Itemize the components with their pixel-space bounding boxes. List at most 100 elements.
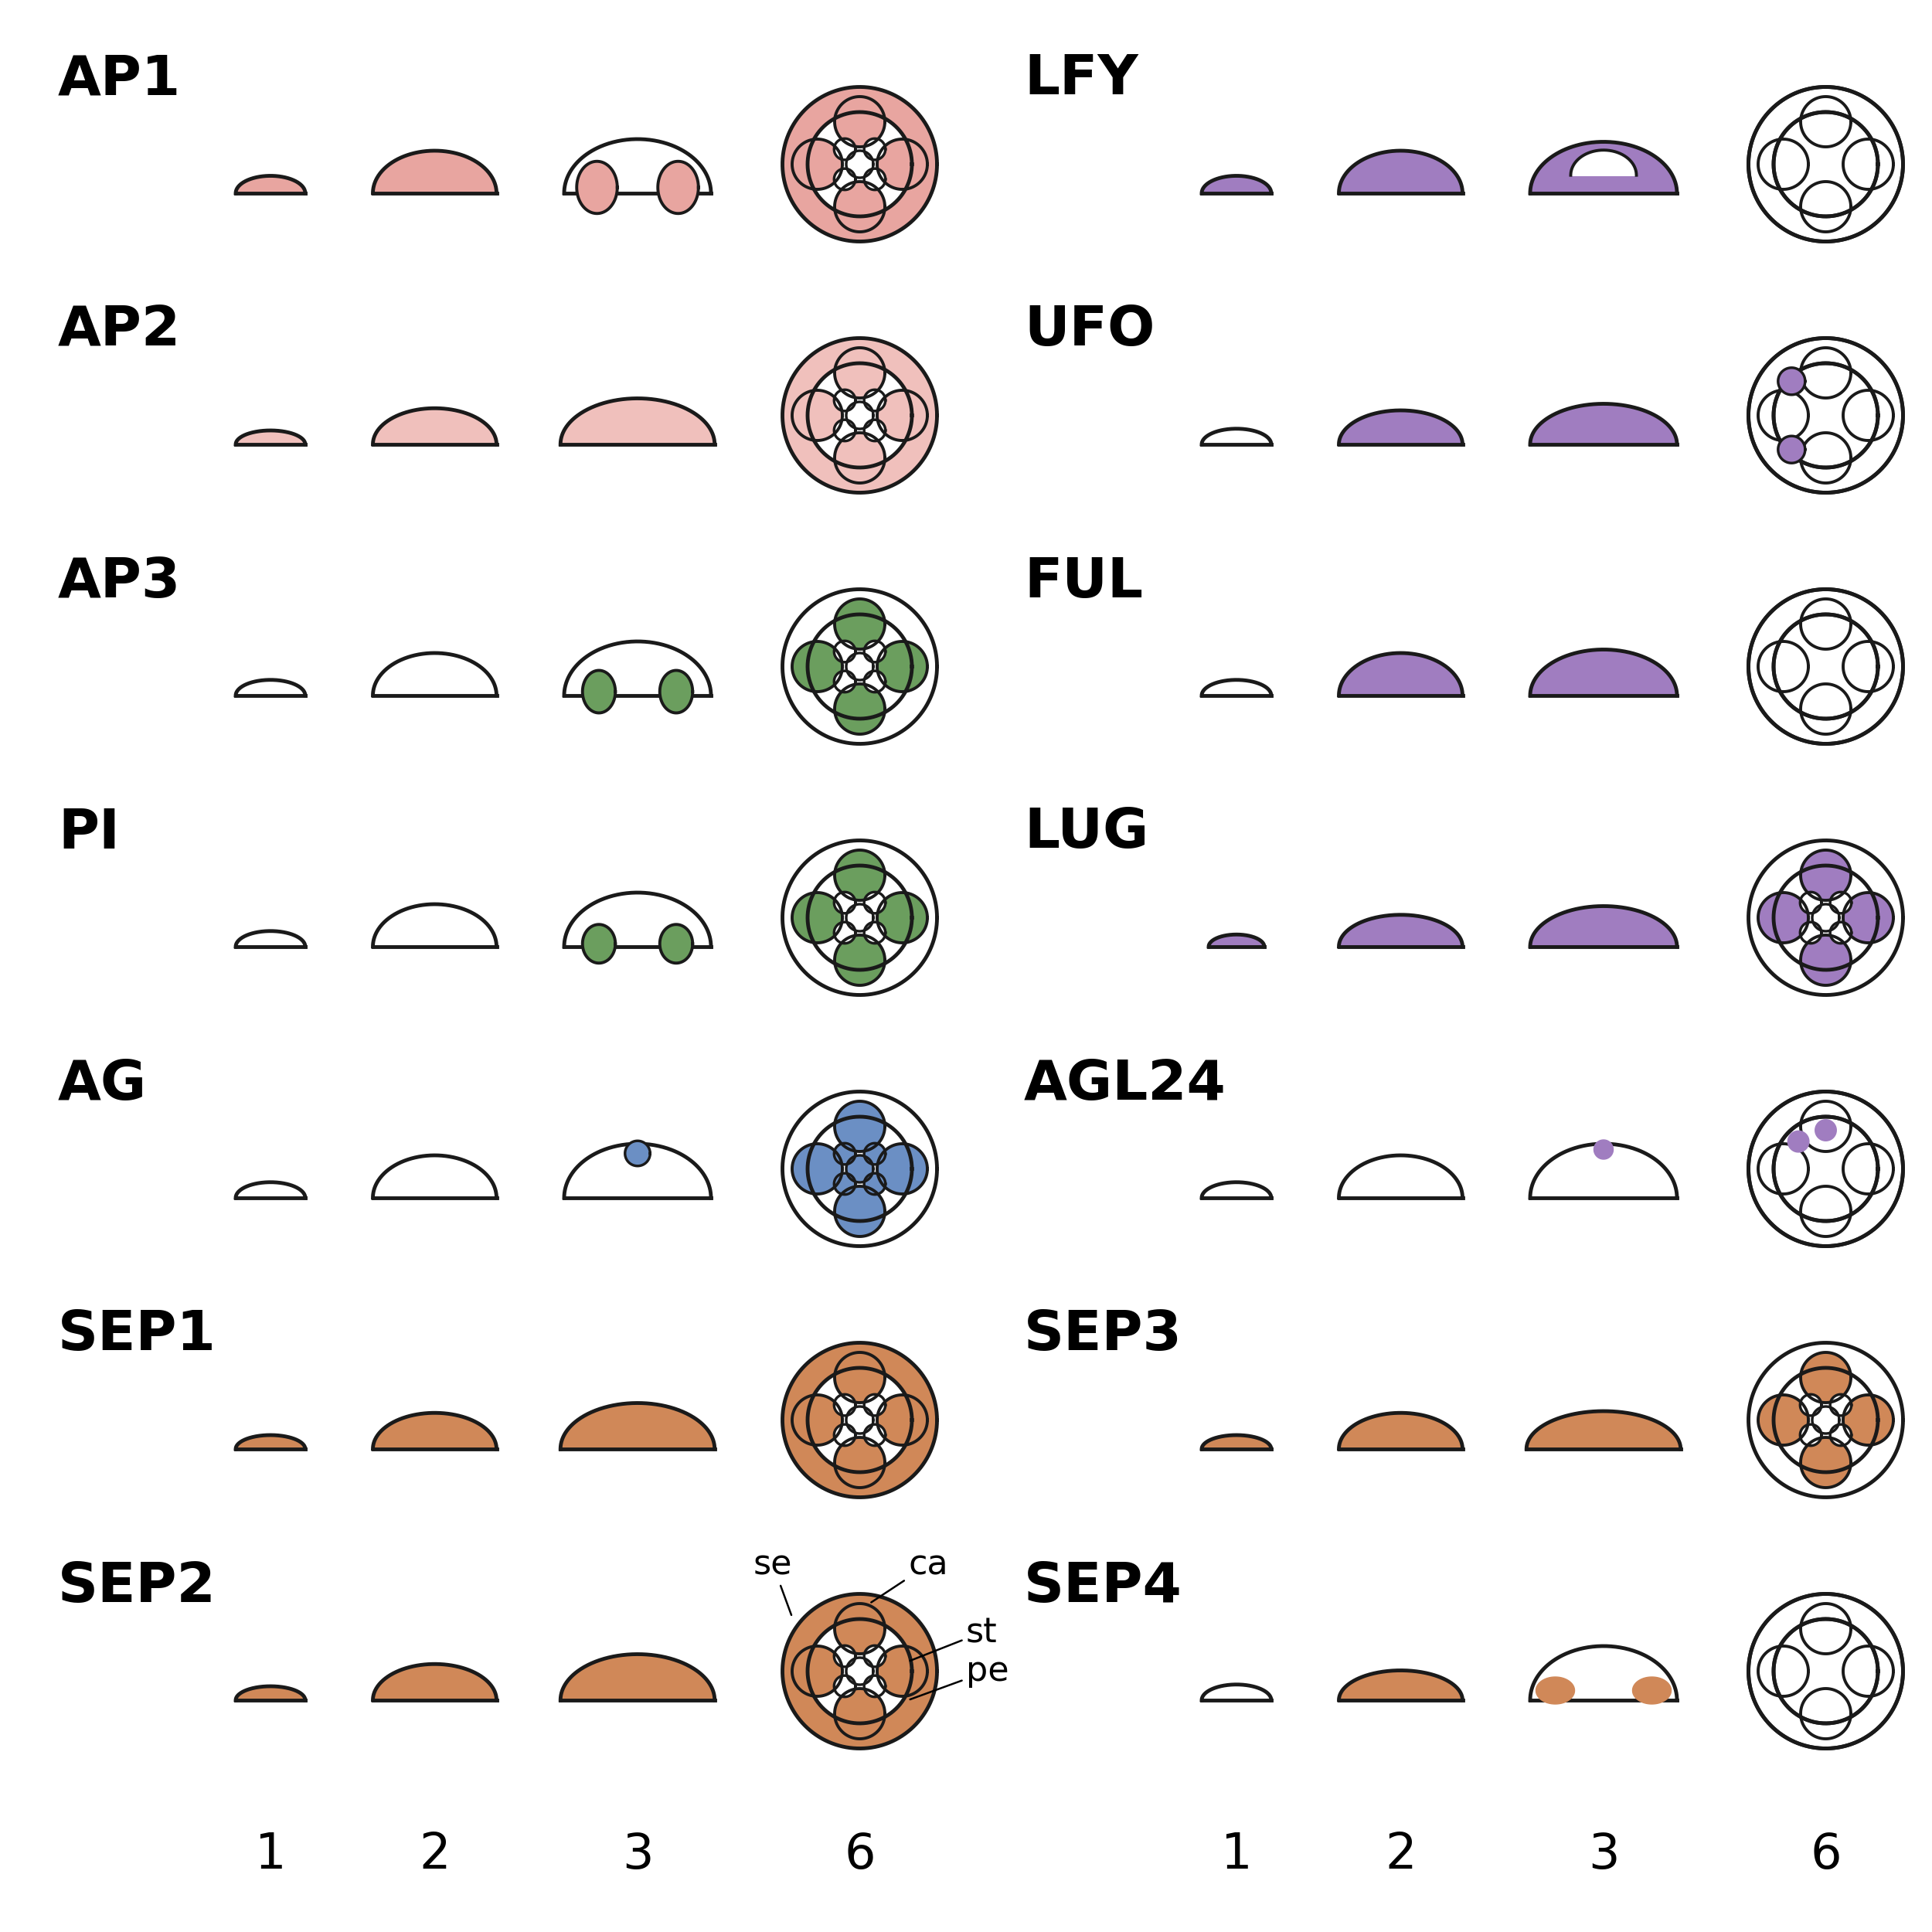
- Polygon shape: [1801, 1395, 1822, 1416]
- Polygon shape: [236, 431, 305, 444]
- Polygon shape: [835, 684, 885, 734]
- Polygon shape: [1339, 1412, 1463, 1449]
- Polygon shape: [864, 419, 885, 440]
- Polygon shape: [835, 1395, 856, 1416]
- Polygon shape: [583, 925, 614, 962]
- Text: AGL24: AGL24: [1024, 1057, 1227, 1111]
- Text: st: st: [910, 1615, 997, 1662]
- Text: 3: 3: [1588, 1832, 1619, 1878]
- Polygon shape: [560, 1654, 715, 1700]
- Polygon shape: [864, 641, 885, 663]
- Polygon shape: [578, 162, 618, 213]
- Polygon shape: [1339, 1671, 1463, 1700]
- Text: SEP2: SEP2: [58, 1559, 216, 1613]
- Polygon shape: [877, 1144, 927, 1194]
- Polygon shape: [792, 641, 842, 692]
- Polygon shape: [835, 419, 856, 440]
- Polygon shape: [835, 1604, 885, 1654]
- Polygon shape: [877, 139, 927, 189]
- Polygon shape: [808, 112, 912, 216]
- Polygon shape: [1812, 904, 1839, 931]
- Polygon shape: [864, 1173, 885, 1194]
- Polygon shape: [1843, 893, 1893, 943]
- Polygon shape: [877, 893, 927, 943]
- Polygon shape: [864, 1395, 885, 1416]
- Polygon shape: [864, 1646, 885, 1667]
- Polygon shape: [835, 139, 856, 160]
- Text: SEP4: SEP4: [1024, 1559, 1182, 1613]
- Polygon shape: [792, 1144, 842, 1194]
- Polygon shape: [1830, 893, 1851, 914]
- Polygon shape: [835, 1101, 885, 1151]
- Polygon shape: [782, 1594, 937, 1748]
- Text: 1: 1: [255, 1832, 286, 1878]
- Polygon shape: [835, 1173, 856, 1194]
- Polygon shape: [1830, 1424, 1851, 1445]
- Text: SEP1: SEP1: [58, 1308, 216, 1362]
- Polygon shape: [846, 904, 873, 931]
- Polygon shape: [835, 893, 856, 914]
- Polygon shape: [846, 402, 873, 429]
- Polygon shape: [583, 670, 614, 713]
- Polygon shape: [236, 176, 305, 193]
- Polygon shape: [1339, 916, 1463, 947]
- Polygon shape: [373, 408, 497, 444]
- Polygon shape: [835, 433, 885, 483]
- Polygon shape: [835, 935, 885, 985]
- Polygon shape: [1816, 1121, 1835, 1140]
- Polygon shape: [1787, 1130, 1808, 1151]
- Text: pe: pe: [910, 1654, 1009, 1700]
- Polygon shape: [864, 390, 885, 412]
- Polygon shape: [877, 1646, 927, 1696]
- Text: 6: 6: [844, 1832, 875, 1878]
- Polygon shape: [792, 893, 842, 943]
- Polygon shape: [1209, 935, 1264, 947]
- Polygon shape: [1526, 1410, 1681, 1449]
- Polygon shape: [864, 168, 885, 189]
- Polygon shape: [661, 925, 694, 962]
- Text: AP1: AP1: [58, 52, 182, 106]
- Text: LFY: LFY: [1024, 52, 1138, 106]
- Polygon shape: [1801, 922, 1822, 943]
- Polygon shape: [560, 1403, 715, 1449]
- Polygon shape: [835, 641, 856, 663]
- Polygon shape: [1830, 1395, 1851, 1416]
- Polygon shape: [864, 893, 885, 914]
- Polygon shape: [835, 1689, 885, 1739]
- Polygon shape: [835, 97, 885, 147]
- Polygon shape: [373, 1663, 497, 1700]
- Polygon shape: [1801, 1424, 1822, 1445]
- Polygon shape: [1633, 1677, 1671, 1704]
- Polygon shape: [792, 1395, 842, 1445]
- Polygon shape: [1801, 893, 1822, 914]
- Polygon shape: [1571, 151, 1636, 176]
- Polygon shape: [782, 1343, 937, 1497]
- Polygon shape: [1530, 141, 1677, 193]
- Polygon shape: [1202, 1435, 1271, 1449]
- Polygon shape: [373, 1412, 497, 1449]
- Polygon shape: [236, 1687, 305, 1700]
- Polygon shape: [808, 1619, 912, 1723]
- Polygon shape: [1812, 1406, 1839, 1434]
- Polygon shape: [236, 1435, 305, 1449]
- Polygon shape: [864, 670, 885, 692]
- Polygon shape: [626, 1142, 649, 1165]
- Polygon shape: [864, 1144, 885, 1165]
- Polygon shape: [1339, 410, 1463, 444]
- Polygon shape: [1339, 653, 1463, 696]
- Polygon shape: [864, 139, 885, 160]
- Polygon shape: [1801, 935, 1851, 985]
- Polygon shape: [1530, 649, 1677, 696]
- Text: AG: AG: [58, 1057, 147, 1111]
- Polygon shape: [835, 1437, 885, 1488]
- Polygon shape: [792, 390, 842, 440]
- Polygon shape: [1777, 437, 1804, 464]
- Polygon shape: [1594, 1140, 1613, 1159]
- Polygon shape: [1843, 1395, 1893, 1445]
- Polygon shape: [659, 162, 699, 213]
- Polygon shape: [835, 390, 856, 412]
- Polygon shape: [1801, 850, 1851, 900]
- Polygon shape: [560, 398, 715, 444]
- Text: 3: 3: [622, 1832, 653, 1878]
- Text: AP3: AP3: [58, 554, 182, 609]
